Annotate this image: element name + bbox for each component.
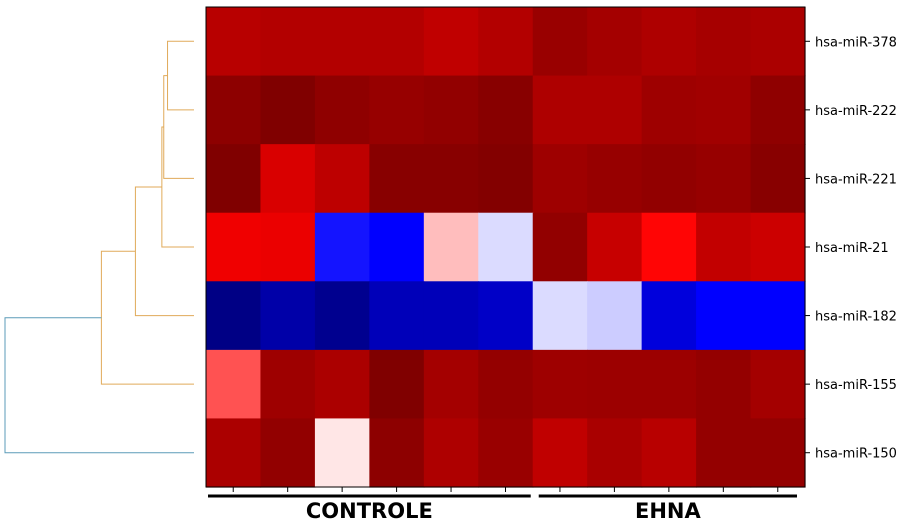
row-label: hsa-miR-21 <box>815 241 889 256</box>
heatmap-cell <box>750 418 806 488</box>
heatmap-cell <box>587 418 643 488</box>
heatmap-cell <box>206 144 262 214</box>
heatmap-cell <box>696 75 752 145</box>
group-label: CONTROLE <box>306 499 433 523</box>
dendrogram-branch <box>134 186 194 317</box>
heatmap-cell <box>423 7 479 77</box>
heatmap-cell <box>314 418 370 488</box>
heatmap-cell <box>750 75 806 145</box>
heatmap-cell <box>641 7 697 77</box>
heatmap-cell <box>478 7 534 77</box>
heatmap-cell <box>641 418 697 488</box>
row-labels: hsa-miR-378 hsa-miR-222 hsa-miR-221 hsa-miR… <box>805 35 897 462</box>
heatmap-cell <box>369 281 425 351</box>
row-label: hsa-miR-150 <box>815 447 897 462</box>
heatmap-cell <box>478 418 534 488</box>
heatmap-cell <box>478 349 534 420</box>
heatmap-cell <box>532 7 588 77</box>
heatmap-cell <box>206 281 262 351</box>
x-ticks <box>232 487 779 492</box>
heatmap-cell <box>314 7 370 77</box>
heatmap-cell <box>206 212 262 282</box>
heatmap-cell <box>532 212 588 282</box>
dendrogram-branch <box>163 75 194 179</box>
heatmap-cell <box>532 281 588 351</box>
heatmap-cell <box>696 212 752 282</box>
heatmap-cell <box>641 349 697 420</box>
heatmap-cell <box>369 7 425 77</box>
heatmap-cell <box>587 212 643 282</box>
group-label: EHNA <box>635 499 701 523</box>
heatmap-cell <box>696 144 752 214</box>
heatmap-cell <box>696 349 752 420</box>
heatmap-cell <box>750 144 806 214</box>
dendrogram-branch <box>161 126 194 248</box>
heatmap-cell <box>314 281 370 351</box>
heatmap-cell <box>369 349 425 420</box>
heatmap-cell <box>641 75 697 145</box>
heatmap-cell <box>587 281 643 351</box>
heatmap-cell <box>696 418 752 488</box>
heatmap-cell <box>369 212 425 282</box>
heatmap-cell <box>750 7 806 77</box>
heatmap-cell <box>641 212 697 282</box>
heatmap-cell <box>423 75 479 145</box>
heatmap-cells <box>206 7 806 488</box>
heatmap-cell <box>423 281 479 351</box>
heatmap-cell <box>260 7 316 77</box>
heatmap-cell <box>587 7 643 77</box>
heatmap-cell <box>206 349 262 420</box>
heatmap-cell <box>206 418 262 488</box>
heatmap-cell <box>696 7 752 77</box>
dendrogram-branch <box>167 40 194 111</box>
heatmap-cell <box>314 212 370 282</box>
heatmap-cell <box>587 75 643 145</box>
row-label: hsa-miR-222 <box>815 104 897 119</box>
heatmap-cell <box>260 349 316 420</box>
heatmap-cell <box>532 418 588 488</box>
heatmap-cell <box>369 75 425 145</box>
heatmap-cell <box>478 281 534 351</box>
heatmap-cell <box>641 144 697 214</box>
heatmap-cell <box>587 144 643 214</box>
heatmap-cell <box>260 281 316 351</box>
heatmap-cell <box>369 144 425 214</box>
heatmap-cell <box>478 212 534 282</box>
heatmap-cell <box>641 281 697 351</box>
dendrogram-branch <box>100 250 194 385</box>
row-label: hsa-miR-378 <box>815 35 897 50</box>
group-annotations: CONTROLE EHNA <box>208 494 797 523</box>
heatmap-cell <box>750 212 806 282</box>
heatmap-cell <box>314 349 370 420</box>
heatmap-cell <box>532 349 588 420</box>
heatmap-cell <box>260 418 316 488</box>
heatmap-cell <box>696 281 752 351</box>
heatmap-cell <box>260 144 316 214</box>
heatmap-cell <box>423 144 479 214</box>
heatmap-cell <box>478 75 534 145</box>
heatmap-cell <box>314 144 370 214</box>
heatmap-cell <box>587 349 643 420</box>
heatmap-cell <box>423 418 479 488</box>
heatmap-cell <box>423 349 479 420</box>
heatmap-cell <box>260 75 316 145</box>
row-dendrogram <box>4 40 194 454</box>
heatmap-cell <box>260 212 316 282</box>
heatmap-cell <box>423 212 479 282</box>
heatmap-cell <box>478 144 534 214</box>
row-label: hsa-miR-182 <box>815 310 897 325</box>
heatmap-cell <box>206 7 262 77</box>
dendrogram-branch <box>4 317 194 454</box>
heatmap-cell <box>750 281 806 351</box>
heatmap-cell <box>532 144 588 214</box>
row-label: hsa-miR-155 <box>815 378 897 393</box>
heatmap-cell <box>369 418 425 488</box>
heatmap-cell <box>532 75 588 145</box>
heatmap-cell <box>314 75 370 145</box>
row-label: hsa-miR-221 <box>815 172 897 187</box>
heatmap-cell <box>750 349 806 420</box>
heatmap-cell <box>206 75 262 145</box>
